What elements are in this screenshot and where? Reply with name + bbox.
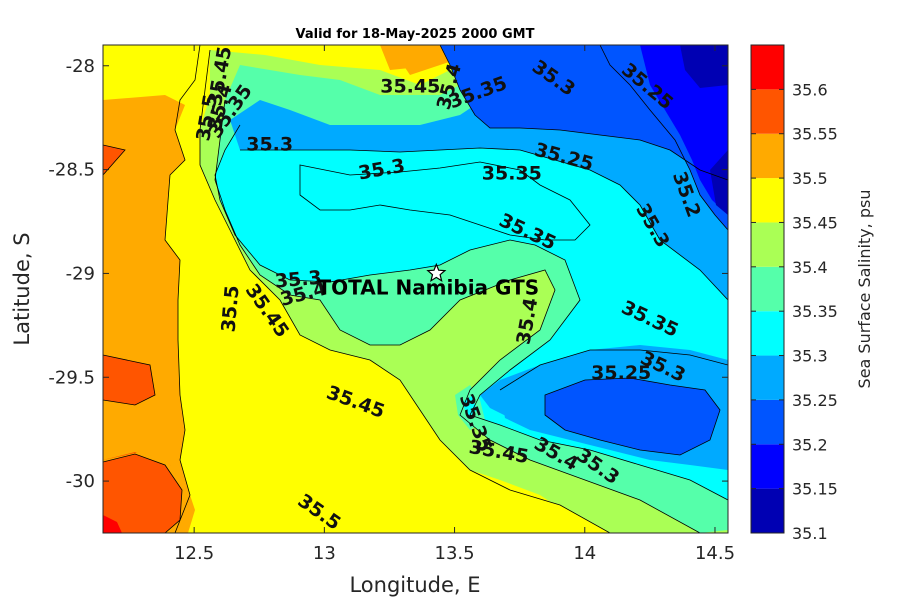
plot-frame [102, 44, 729, 534]
colorbar-tick-label: 35.1 [792, 524, 828, 543]
y-tick-label: -28 [66, 56, 95, 77]
x-axis: 12.5 13 13.5 14 14.5 [174, 45, 735, 564]
contour-line-8 [599, 45, 728, 231]
colorbar-label: Sea Surface Salinity, psu [855, 190, 874, 389]
x-axis-label: Longitude, E [349, 573, 480, 597]
colorbar-tick-label: 35.35 [792, 302, 838, 321]
colorbar-tick-label: 35.2 [792, 435, 828, 454]
y-axis: -28 -28.5 -29 -29.5 -30 [48, 56, 728, 492]
x-tick-label: 12.5 [174, 543, 214, 564]
region-darkblue-top [680, 45, 728, 88]
colorbar-frame [750, 44, 785, 534]
region-redorange-sw1 [103, 355, 155, 405]
colorbar-swatch [751, 89, 784, 134]
region-cyan-band [225, 148, 728, 330]
contour-label: 35.5 [218, 284, 244, 333]
colorbar-swatch [751, 222, 784, 267]
region-yellow-west-band [178, 270, 440, 462]
contour-line-9 [499, 349, 728, 391]
x-tick-label: 14 [573, 543, 596, 564]
station-star-icon [426, 262, 447, 282]
colorbar-swatch [751, 133, 784, 179]
contour-line-1 [164, 45, 201, 533]
contour-label: 35.35 [482, 163, 542, 185]
colorbar-tick-label: 35.6 [792, 80, 828, 99]
region-redorange-west [103, 145, 125, 175]
colorbar-swatch [751, 355, 784, 400]
y-tick-label: -29.5 [48, 367, 95, 388]
contour-line-5 [299, 161, 591, 241]
y-axis-label: Latitude, S [10, 232, 34, 345]
region-yellow-south [175, 440, 600, 533]
contour-line-11 [103, 453, 183, 533]
colorbar: 35.1 35.15 35.2 35.25 35.3 35.35 35.4 35.45 35.5… [750, 44, 838, 543]
contour-label: 35.3 [246, 134, 293, 156]
colorbar-swatch [751, 311, 784, 356]
x-tick-label: 13 [313, 543, 336, 564]
colorbar-tick-label: 35.25 [792, 391, 838, 410]
contour-line-4 [214, 124, 728, 501]
region-blue-se-inner [545, 378, 720, 455]
region-red-south [103, 515, 122, 533]
region-redorange-south [103, 454, 182, 533]
region-orange-island-north [380, 45, 410, 70]
region-darkblue-east [710, 150, 728, 215]
colorbar-tick-label: 35.5 [792, 169, 828, 188]
contour-line-2 [199, 49, 611, 533]
x-tick-label: 14.5 [695, 543, 735, 564]
colorbar-tick-label: 35.45 [792, 213, 838, 232]
colorbar-swatch [751, 178, 784, 223]
region-orange-west [103, 45, 200, 533]
station-label: TOTAL Namibia GTS [318, 275, 540, 299]
x-tick-label: 13.5 [435, 543, 475, 564]
contour-label: 35.3 [274, 267, 323, 293]
contour-line-3 [214, 99, 701, 533]
colorbar-swatch [751, 45, 784, 90]
chart-title: Valid for 18-May-2025 2000 GMT [296, 27, 535, 42]
contour-line-7 [439, 45, 728, 181]
y-tick-label: -28.5 [48, 160, 95, 181]
y-tick-label: -29 [66, 263, 95, 284]
contour-line-13 [103, 144, 126, 176]
colorbar-tick-label: 35.55 [792, 125, 838, 144]
contour-label: 35.25 [591, 362, 651, 384]
contour-line-12 [103, 354, 156, 406]
y-tick-label: -30 [66, 471, 95, 492]
colorbar-tick-label: 35.15 [792, 480, 838, 499]
contour-line-10 [544, 377, 721, 456]
station-marker: TOTAL Namibia GTS [318, 262, 540, 299]
colorbar-tick-label: 35.3 [792, 347, 828, 366]
colorbar-swatch [751, 399, 784, 445]
contour-label: 35.45 [380, 76, 440, 98]
colorbar-tick-label: 35.4 [792, 258, 828, 277]
colorbar-swatch [751, 488, 784, 533]
contour-line-6 [240, 147, 728, 301]
colorbar-swatch [751, 266, 784, 312]
colorbar-swatch [751, 444, 784, 489]
